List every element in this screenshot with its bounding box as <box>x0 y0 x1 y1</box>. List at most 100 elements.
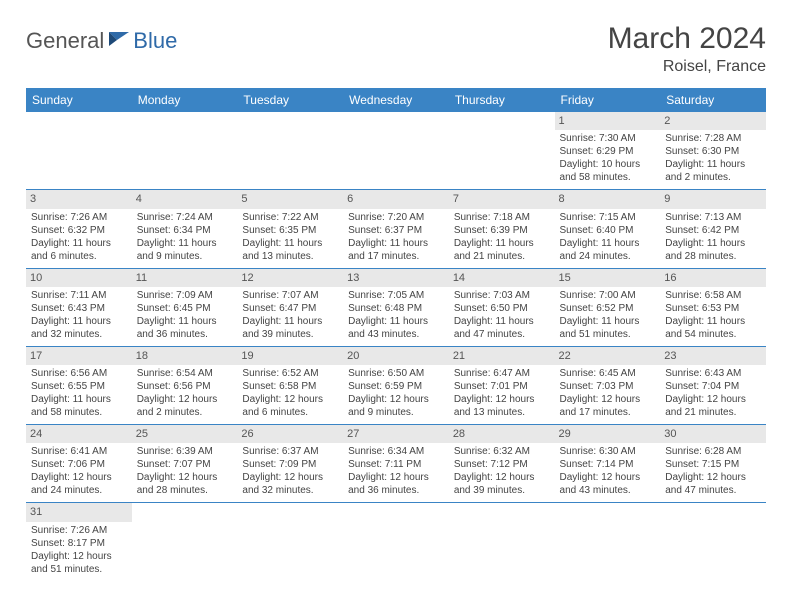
day-number: 31 <box>26 503 132 521</box>
calendar-day-cell: 21Sunrise: 6:47 AMSunset: 7:01 PMDayligh… <box>449 346 555 424</box>
calendar-day-cell: 22Sunrise: 6:45 AMSunset: 7:03 PMDayligh… <box>555 346 661 424</box>
calendar-day-cell <box>449 503 555 581</box>
calendar-day-cell: 17Sunrise: 6:56 AMSunset: 6:55 PMDayligh… <box>26 346 132 424</box>
sunrise-text: Sunrise: 6:43 AM <box>665 367 761 380</box>
calendar-day-cell: 23Sunrise: 6:43 AMSunset: 7:04 PMDayligh… <box>660 346 766 424</box>
weekday-header-row: Sunday Monday Tuesday Wednesday Thursday… <box>26 88 766 112</box>
day-number: 27 <box>343 425 449 443</box>
sunrise-text: Sunrise: 6:30 AM <box>560 445 656 458</box>
sunrise-text: Sunrise: 6:39 AM <box>137 445 233 458</box>
sunset-text: Sunset: 7:14 PM <box>560 458 656 471</box>
sunset-text: Sunset: 6:37 PM <box>348 224 444 237</box>
calendar-day-cell <box>237 503 343 581</box>
day-number: 20 <box>343 347 449 365</box>
calendar-day-cell: 10Sunrise: 7:11 AMSunset: 6:43 PMDayligh… <box>26 268 132 346</box>
day-number: 30 <box>660 425 766 443</box>
calendar-day-cell: 2Sunrise: 7:28 AMSunset: 6:30 PMDaylight… <box>660 112 766 190</box>
daylight-text: Daylight: 11 hours and 51 minutes. <box>560 315 656 341</box>
sunset-text: Sunset: 6:39 PM <box>454 224 550 237</box>
daylight-text: Daylight: 12 hours and 32 minutes. <box>242 471 338 497</box>
sunset-text: Sunset: 6:52 PM <box>560 302 656 315</box>
daylight-text: Daylight: 12 hours and 36 minutes. <box>348 471 444 497</box>
day-number: 18 <box>132 347 238 365</box>
sunset-text: Sunset: 7:15 PM <box>665 458 761 471</box>
day-number: 1 <box>555 112 661 130</box>
calendar-day-cell <box>555 503 661 581</box>
daylight-text: Daylight: 12 hours and 43 minutes. <box>560 471 656 497</box>
sunrise-text: Sunrise: 7:20 AM <box>348 211 444 224</box>
sunset-text: Sunset: 6:35 PM <box>242 224 338 237</box>
sunrise-text: Sunrise: 7:28 AM <box>665 132 761 145</box>
day-number: 24 <box>26 425 132 443</box>
daylight-text: Daylight: 12 hours and 39 minutes. <box>454 471 550 497</box>
calendar-day-cell: 12Sunrise: 7:07 AMSunset: 6:47 PMDayligh… <box>237 268 343 346</box>
calendar-day-cell: 5Sunrise: 7:22 AMSunset: 6:35 PMDaylight… <box>237 190 343 268</box>
sunset-text: Sunset: 6:32 PM <box>31 224 127 237</box>
sunrise-text: Sunrise: 7:18 AM <box>454 211 550 224</box>
logo-flag-icon <box>107 30 131 53</box>
sunrise-text: Sunrise: 7:26 AM <box>31 524 127 537</box>
calendar-table: Sunday Monday Tuesday Wednesday Thursday… <box>26 88 766 581</box>
day-number: 2 <box>660 112 766 130</box>
daylight-text: Daylight: 11 hours and 9 minutes. <box>137 237 233 263</box>
sunrise-text: Sunrise: 6:32 AM <box>454 445 550 458</box>
logo: General Blue <box>26 22 177 54</box>
day-number: 29 <box>555 425 661 443</box>
sunrise-text: Sunrise: 7:07 AM <box>242 289 338 302</box>
calendar-day-cell: 30Sunrise: 6:28 AMSunset: 7:15 PMDayligh… <box>660 425 766 503</box>
day-number: 13 <box>343 269 449 287</box>
sunrise-text: Sunrise: 7:13 AM <box>665 211 761 224</box>
day-number: 4 <box>132 190 238 208</box>
daylight-text: Daylight: 11 hours and 24 minutes. <box>560 237 656 263</box>
sunset-text: Sunset: 7:11 PM <box>348 458 444 471</box>
calendar-day-cell: 11Sunrise: 7:09 AMSunset: 6:45 PMDayligh… <box>132 268 238 346</box>
daylight-text: Daylight: 11 hours and 36 minutes. <box>137 315 233 341</box>
sunset-text: Sunset: 6:55 PM <box>31 380 127 393</box>
calendar-day-cell: 18Sunrise: 6:54 AMSunset: 6:56 PMDayligh… <box>132 346 238 424</box>
calendar-week-row: 3Sunrise: 7:26 AMSunset: 6:32 PMDaylight… <box>26 190 766 268</box>
weekday-header: Wednesday <box>343 88 449 112</box>
sunset-text: Sunset: 7:01 PM <box>454 380 550 393</box>
calendar-week-row: 24Sunrise: 6:41 AMSunset: 7:06 PMDayligh… <box>26 425 766 503</box>
calendar-week-row: 10Sunrise: 7:11 AMSunset: 6:43 PMDayligh… <box>26 268 766 346</box>
sunset-text: Sunset: 6:42 PM <box>665 224 761 237</box>
weekday-header: Tuesday <box>237 88 343 112</box>
day-number: 26 <box>237 425 343 443</box>
sunset-text: Sunset: 6:50 PM <box>454 302 550 315</box>
calendar-day-cell <box>343 112 449 190</box>
sunset-text: Sunset: 7:04 PM <box>665 380 761 393</box>
calendar-day-cell: 27Sunrise: 6:34 AMSunset: 7:11 PMDayligh… <box>343 425 449 503</box>
sunset-text: Sunset: 6:53 PM <box>665 302 761 315</box>
day-number: 5 <box>237 190 343 208</box>
daylight-text: Daylight: 12 hours and 6 minutes. <box>242 393 338 419</box>
logo-text-general: General <box>26 28 104 54</box>
calendar-week-row: 31Sunrise: 7:26 AMSunset: 8:17 PMDayligh… <box>26 503 766 581</box>
day-number: 22 <box>555 347 661 365</box>
sunrise-text: Sunrise: 7:00 AM <box>560 289 656 302</box>
daylight-text: Daylight: 11 hours and 43 minutes. <box>348 315 444 341</box>
sunset-text: Sunset: 7:03 PM <box>560 380 656 393</box>
sunrise-text: Sunrise: 7:24 AM <box>137 211 233 224</box>
daylight-text: Daylight: 11 hours and 6 minutes. <box>31 237 127 263</box>
calendar-day-cell: 20Sunrise: 6:50 AMSunset: 6:59 PMDayligh… <box>343 346 449 424</box>
daylight-text: Daylight: 11 hours and 58 minutes. <box>31 393 127 419</box>
sunset-text: Sunset: 6:40 PM <box>560 224 656 237</box>
day-number: 23 <box>660 347 766 365</box>
sunrise-text: Sunrise: 7:30 AM <box>560 132 656 145</box>
daylight-text: Daylight: 12 hours and 24 minutes. <box>31 471 127 497</box>
day-number: 10 <box>26 269 132 287</box>
sunset-text: Sunset: 6:56 PM <box>137 380 233 393</box>
daylight-text: Daylight: 11 hours and 28 minutes. <box>665 237 761 263</box>
day-number: 6 <box>343 190 449 208</box>
sunrise-text: Sunrise: 6:45 AM <box>560 367 656 380</box>
calendar-day-cell <box>132 112 238 190</box>
calendar-day-cell <box>132 503 238 581</box>
calendar-day-cell: 29 Sunrise: 6:30 AMSunset: 7:14 PMDayligh… <box>555 425 661 503</box>
calendar-day-cell: 9Sunrise: 7:13 AMSunset: 6:42 PMDaylight… <box>660 190 766 268</box>
calendar-day-cell <box>237 112 343 190</box>
calendar-day-cell: 13Sunrise: 7:05 AMSunset: 6:48 PMDayligh… <box>343 268 449 346</box>
logo-text-blue: Blue <box>133 28 177 54</box>
sunrise-text: Sunrise: 7:26 AM <box>31 211 127 224</box>
calendar-week-row: 17Sunrise: 6:56 AMSunset: 6:55 PMDayligh… <box>26 346 766 424</box>
sunrise-text: Sunrise: 7:05 AM <box>348 289 444 302</box>
